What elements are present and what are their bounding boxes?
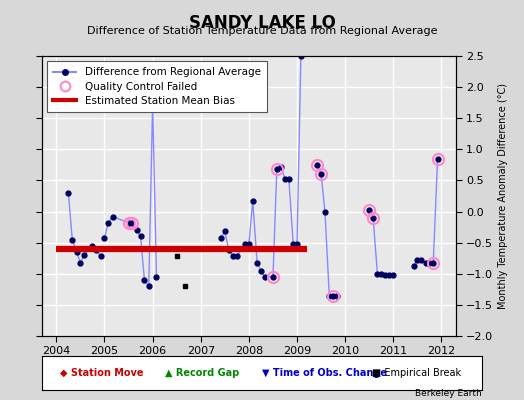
Text: Berkeley Earth: Berkeley Earth — [416, 389, 482, 398]
Text: ■ Empirical Break: ■ Empirical Break — [372, 368, 461, 378]
Text: Difference of Station Temperature Data from Regional Average: Difference of Station Temperature Data f… — [87, 26, 437, 36]
Text: ▼ Time of Obs. Change: ▼ Time of Obs. Change — [262, 368, 387, 378]
Text: SANDY LAKE LO: SANDY LAKE LO — [189, 14, 335, 32]
Y-axis label: Monthly Temperature Anomaly Difference (°C): Monthly Temperature Anomaly Difference (… — [498, 83, 508, 309]
Text: ▲ Record Gap: ▲ Record Gap — [165, 368, 239, 378]
Text: ◆ Station Move: ◆ Station Move — [60, 368, 143, 378]
Legend: Difference from Regional Average, Quality Control Failed, Estimated Station Mean: Difference from Regional Average, Qualit… — [47, 61, 267, 112]
